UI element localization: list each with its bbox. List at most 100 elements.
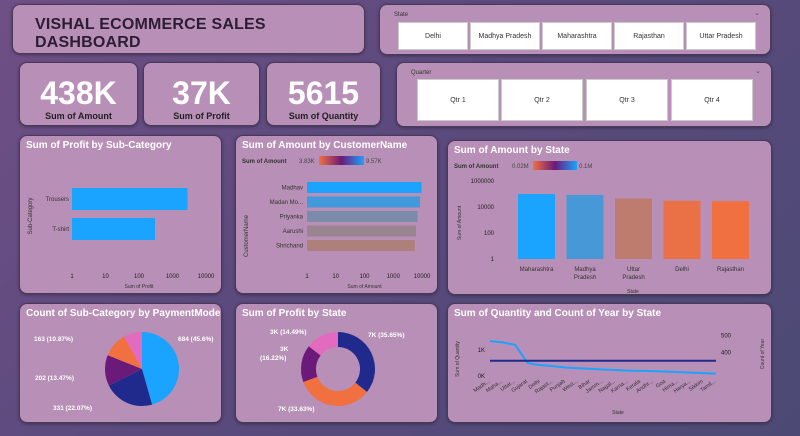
kpi-amount-card: 438K Sum of Amount bbox=[19, 62, 138, 126]
amount-customer-svg: Sum of Amount 3.83K 9.57K Madhav Madan Mo...… bbox=[242, 156, 431, 290]
bar bbox=[307, 196, 420, 208]
data-label: 684 (45.6%) bbox=[178, 336, 213, 343]
quarter-option-3[interactable]: Qtr 3 bbox=[586, 79, 668, 121]
chart-quantity-year-by-state: Sum of Quantity and Count of Year by Sta… bbox=[447, 303, 772, 423]
chart-title: Count of Sub-Category by PaymentMode bbox=[26, 308, 221, 319]
pie-slice bbox=[108, 369, 153, 406]
amount-state-svg: Sum of Amount 0.02M 0.1M 1 100 10000 1000000 Ma… bbox=[454, 161, 749, 295]
quarter-option-1[interactable]: Qtr 1 bbox=[417, 79, 499, 121]
x-tick-label: 1 bbox=[70, 274, 74, 280]
chart-title: Sum of Quantity and Count of Year by Sta… bbox=[454, 308, 662, 319]
y-tick-label: 0K bbox=[478, 374, 485, 380]
legend-max: 9.57K bbox=[366, 159, 382, 165]
quarter-option-4[interactable]: Qtr 4 bbox=[671, 79, 753, 121]
x-tick-label: Delhi bbox=[675, 267, 689, 273]
profit-subcategory-svg: Trousers T-shirt 1 10 100 1000 10000 Sum of Pro… bbox=[28, 188, 215, 290]
y2-tick-label: 500 bbox=[721, 333, 732, 339]
donut-slice bbox=[303, 376, 368, 406]
chart-amount-by-state: Sum of Amount by State Sum of Amount 0.02… bbox=[447, 140, 772, 295]
pie-slice bbox=[107, 336, 142, 369]
x-tick-label: 100 bbox=[134, 274, 145, 280]
kpi-profit-card: 37K Sum of Profit bbox=[143, 62, 260, 126]
data-label: 163 (10.87%) bbox=[34, 336, 73, 343]
chart-title: Sum of Amount by State bbox=[454, 145, 570, 156]
y-axis-label: Sub-Category bbox=[28, 197, 34, 234]
x-tick-label: 1000 bbox=[387, 274, 401, 280]
y-axis-label: Sum of Amount bbox=[457, 205, 463, 240]
x-tick-label: 10 bbox=[102, 274, 109, 280]
x-tick-label: 100 bbox=[359, 274, 370, 280]
series-line-quantity bbox=[489, 340, 717, 375]
x-axis-label: State bbox=[627, 289, 639, 295]
legend-title: Sum of Amount bbox=[242, 159, 286, 165]
bar bbox=[615, 198, 652, 259]
category-label: Priyanka bbox=[280, 215, 304, 221]
kpi-amount-value: 438K bbox=[40, 75, 117, 111]
data-label: 3K bbox=[280, 346, 289, 353]
y-tick-label: 1000000 bbox=[471, 179, 495, 185]
chart-amount-by-customer: Sum of Amount by CustomerName Sum of Amo… bbox=[235, 135, 438, 294]
bar bbox=[663, 200, 701, 259]
category-label: Trousers bbox=[46, 197, 69, 203]
y-tick-label: 100 bbox=[484, 231, 495, 237]
x-tick-label: Pradesh bbox=[574, 275, 596, 281]
state-slicer: State ⌄ Delhi Madhya Pradesh Maharashtra… bbox=[379, 4, 771, 55]
bar bbox=[307, 182, 422, 193]
x-tick-label: 1 bbox=[305, 274, 309, 280]
quarter-option-2[interactable]: Qtr 2 bbox=[501, 79, 583, 121]
x-tick-label: 10 bbox=[332, 274, 339, 280]
bar bbox=[566, 194, 604, 259]
x-tick-label: Madhya bbox=[574, 267, 596, 273]
y2-tick-label: 400 bbox=[721, 350, 732, 356]
chart-profit-by-state: Sum of Profit by State 7K (35.65%) 7K (33… bbox=[235, 303, 438, 423]
x-axis-label: Sum of Amount bbox=[347, 284, 382, 290]
profit-state-donut-svg: 7K (35.65%) 7K (33.63%) 3K (16.22%) 3K (14.4… bbox=[260, 329, 405, 413]
chevron-down-icon[interactable]: ⌄ bbox=[755, 68, 761, 75]
y-tick-label: 10000 bbox=[477, 205, 494, 211]
y-axis-label: CustomerName bbox=[244, 214, 250, 257]
state-option-uttar-pradesh[interactable]: Uttar Pradesh bbox=[686, 22, 756, 50]
bar bbox=[72, 188, 188, 210]
y-tick-label: 1K bbox=[478, 348, 485, 354]
category-label: Aarushi bbox=[283, 229, 303, 235]
kpi-quantity-value: 5615 bbox=[287, 75, 360, 111]
kpi-profit-label: Sum of Profit bbox=[173, 111, 230, 121]
data-label: 202 (13.47%) bbox=[35, 375, 74, 382]
x-axis-label: Sum of Profit bbox=[125, 284, 155, 290]
y-axis-label: Sum of Quantity bbox=[455, 341, 461, 377]
x-tick-label: Rajasthan bbox=[717, 267, 744, 273]
kpi-quantity-label: Sum of Quantity bbox=[288, 111, 359, 121]
legend-min: 3.83K bbox=[299, 159, 315, 165]
kpi-amount-label: Sum of Amount bbox=[45, 111, 112, 121]
data-label: (16.22%) bbox=[260, 355, 286, 362]
bar bbox=[307, 225, 417, 237]
donut-slice bbox=[308, 332, 338, 356]
kpi-quantity-card: 5615 Sum of Quantity bbox=[266, 62, 381, 126]
x-tick-label: 1000 bbox=[166, 274, 180, 280]
state-option-delhi[interactable]: Delhi bbox=[398, 22, 468, 50]
pie-slice bbox=[105, 355, 142, 386]
x-tick-label: Goa bbox=[655, 378, 668, 389]
data-label: 7K (33.63%) bbox=[278, 406, 315, 413]
donut-slice bbox=[338, 332, 375, 392]
y-tick-label: 1 bbox=[491, 257, 495, 263]
quarter-slicer: Quarter ⌄ Qtr 1 Qtr 2 Qtr 3 Qtr 4 bbox=[396, 62, 772, 127]
data-label: 331 (22.07%) bbox=[53, 405, 92, 412]
bar bbox=[712, 201, 749, 259]
chart-title: Sum of Amount by CustomerName bbox=[242, 140, 408, 151]
category-label: T-shirt bbox=[52, 227, 69, 233]
chart-profit-by-subcategory: Sum of Profit by Sub-Category Trousers T-… bbox=[19, 135, 222, 294]
dashboard-title: VISHAL ECOMMERCE SALES DASHBOARD bbox=[35, 16, 266, 51]
title-card: VISHAL ECOMMERCE SALES DASHBOARD bbox=[12, 4, 365, 54]
legend-gradient bbox=[533, 161, 577, 170]
x-tick-label: Maharashtra bbox=[520, 267, 554, 273]
bar bbox=[518, 194, 555, 259]
x-axis-label: State bbox=[612, 410, 624, 416]
legend-gradient bbox=[319, 156, 364, 165]
state-option-maharashtra[interactable]: Maharashtra bbox=[542, 22, 612, 50]
chart-title: Sum of Profit by Sub-Category bbox=[26, 140, 172, 151]
chevron-down-icon[interactable]: ⌄ bbox=[754, 10, 760, 17]
x-tick-label: 10000 bbox=[414, 274, 431, 280]
state-option-madhya-pradesh[interactable]: Madhya Pradesh bbox=[470, 22, 540, 50]
state-option-rajasthan[interactable]: Rajasthan bbox=[614, 22, 684, 50]
